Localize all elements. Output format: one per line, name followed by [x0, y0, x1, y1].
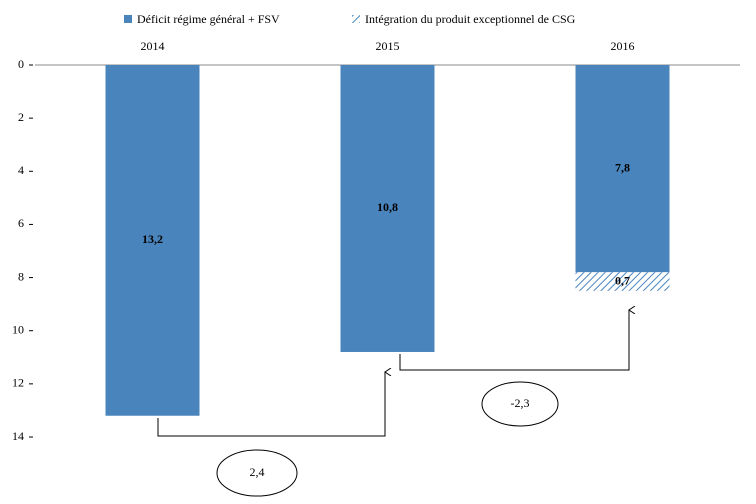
y-tick-label: 10 — [12, 322, 24, 336]
y-tick-label: 12 — [12, 376, 24, 390]
annotation: 2,4 — [250, 465, 265, 479]
x-tick-label: 2014 — [141, 39, 165, 53]
y-tick-label: 6 — [18, 216, 24, 230]
bar — [105, 65, 200, 416]
legend-label: Intégration du produit exceptionnel de C… — [365, 12, 576, 26]
legend-swatch — [352, 15, 360, 23]
arrow — [157, 372, 385, 437]
bar — [575, 272, 670, 291]
value-label: 10,8 — [377, 200, 398, 214]
value-label: 7,8 — [615, 160, 630, 174]
legend-label: Déficit régime général + FSV — [137, 12, 280, 26]
value-label: 13,2 — [142, 232, 163, 246]
annotation: -2,3 — [511, 396, 530, 410]
annotation-ellipse — [216, 449, 298, 497]
x-tick-label: 2016 — [611, 39, 635, 53]
legend-swatch — [124, 15, 132, 23]
y-tick-label: 14 — [12, 429, 24, 443]
value-label: 0,7 — [615, 273, 630, 287]
y-tick-label: 2 — [18, 110, 24, 124]
x-tick-label: 2015 — [376, 39, 400, 53]
bar — [575, 65, 670, 273]
y-tick-label: 4 — [18, 163, 24, 177]
y-tick-label: 0 — [18, 57, 24, 71]
annotation-ellipse — [481, 381, 559, 427]
bar — [340, 65, 435, 352]
y-tick-label: 8 — [18, 269, 24, 283]
arrows — [157, 310, 629, 437]
arrow — [399, 310, 629, 371]
